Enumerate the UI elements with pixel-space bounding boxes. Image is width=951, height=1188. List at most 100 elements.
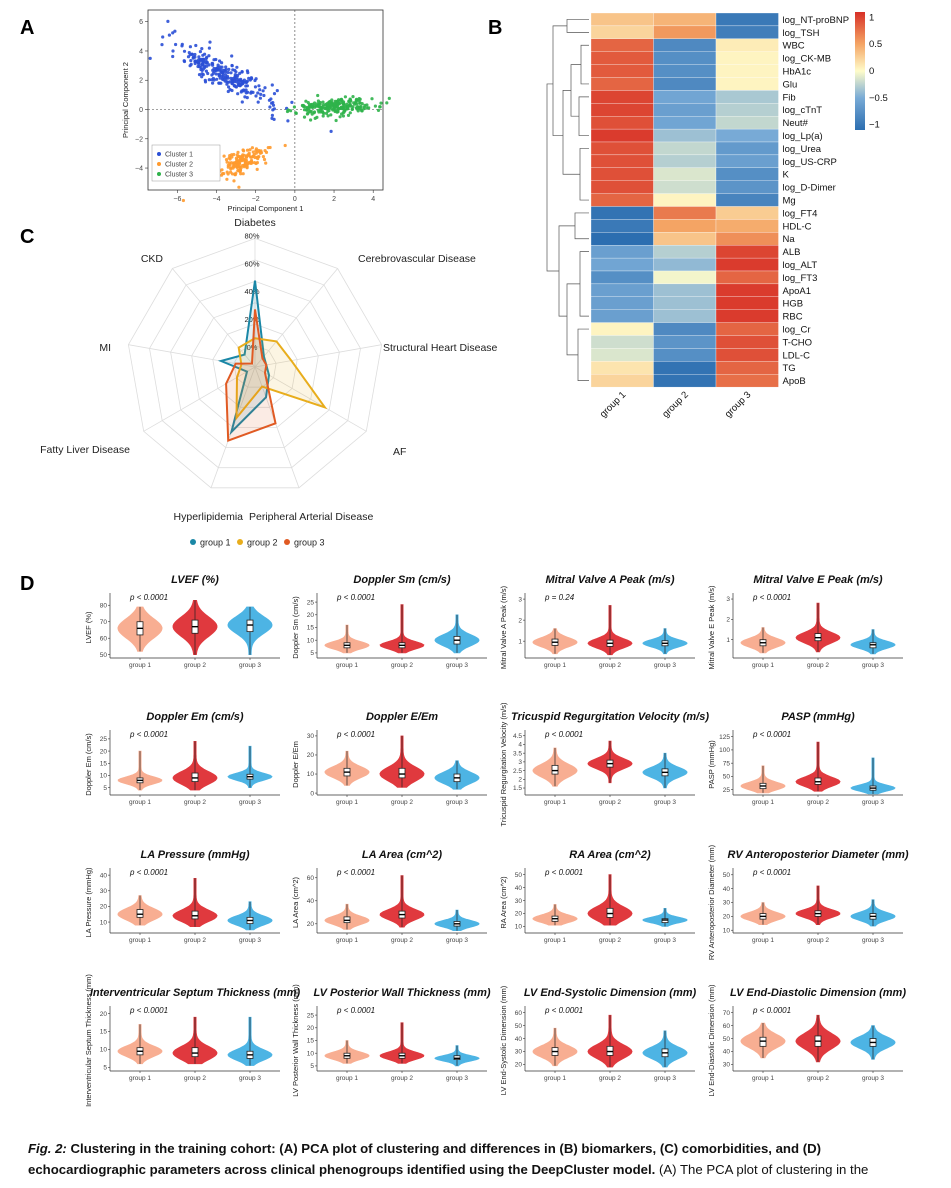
pca-point bbox=[246, 90, 250, 94]
heatmap-row-label: ApoB bbox=[783, 376, 806, 387]
pca-legend-swatch bbox=[157, 162, 161, 166]
radar-series-2 bbox=[235, 337, 328, 421]
violin-pvalue: p < 0.0001 bbox=[544, 868, 583, 877]
violin-ytick-label: 40 bbox=[515, 1036, 523, 1043]
violin-xtick-label: group 3 bbox=[862, 799, 884, 806]
pca-point bbox=[247, 76, 251, 80]
heatmap-cell bbox=[590, 103, 654, 117]
pca-point bbox=[316, 104, 320, 108]
violin-ytick-label: 100 bbox=[719, 747, 730, 754]
pca-point bbox=[313, 101, 317, 105]
violin-title: Doppler Sm (cm/s) bbox=[353, 574, 451, 586]
violin-ytick-label: 10 bbox=[100, 1047, 108, 1054]
pca-ytick-label: −2 bbox=[135, 136, 143, 143]
pca-point bbox=[160, 43, 164, 47]
radar-ring-label: 20% bbox=[244, 315, 259, 324]
heatmap-cell bbox=[590, 257, 654, 272]
pca-point bbox=[197, 55, 201, 59]
pca-point bbox=[234, 171, 238, 175]
violin-ytick-label: 3 bbox=[518, 759, 522, 766]
pca-point bbox=[249, 155, 253, 159]
heatmap-cell bbox=[653, 374, 717, 388]
heatmap-row-label: log_Urea bbox=[783, 144, 822, 155]
pca-point bbox=[211, 81, 215, 85]
heatmap-cell bbox=[653, 116, 717, 130]
colorbar-tick-label: 0.5 bbox=[869, 39, 882, 50]
heatmap-cell bbox=[715, 167, 779, 181]
violin-ytick-label: 10 bbox=[307, 771, 315, 778]
heatmap-cell bbox=[653, 309, 717, 323]
violin-ytick-label: 75 bbox=[723, 760, 731, 767]
pca-point bbox=[236, 92, 240, 96]
pca-point bbox=[312, 110, 317, 114]
violin-xtick-label: group 1 bbox=[129, 799, 151, 806]
pca-point bbox=[343, 95, 347, 99]
heatmap-row-label: LDL-C bbox=[783, 350, 811, 361]
radar-legend-label: group 2 bbox=[247, 538, 278, 548]
colorbar bbox=[855, 12, 865, 130]
pca-point bbox=[256, 91, 260, 95]
violin-ytick-label: 20 bbox=[100, 904, 108, 911]
heatmap-row-label: log_US-CRP bbox=[783, 157, 837, 168]
heatmap-cell bbox=[653, 154, 717, 168]
heatmap-cell bbox=[590, 77, 654, 91]
heatmap-row-label: HDL-C bbox=[783, 221, 812, 232]
violin-panel: RV Anteroposterior Diameter (mm) p < 0.00… bbox=[707, 844, 909, 960]
heatmap-cell bbox=[653, 128, 717, 143]
pca-point bbox=[350, 107, 354, 111]
violin-ytick-label: 50 bbox=[723, 774, 731, 781]
pca-point bbox=[212, 66, 216, 71]
heatmap-cell bbox=[653, 193, 717, 207]
violin-ytick-label: 20 bbox=[723, 914, 731, 921]
violin-ytick-label: 125 bbox=[719, 734, 730, 741]
pca-point bbox=[240, 100, 244, 104]
violin-ytick-label: 15 bbox=[307, 1038, 315, 1045]
colorbar-tick-label: −0.5 bbox=[869, 93, 888, 104]
violin-panel: Tricuspid Regurgitation Velocity (m/s) p … bbox=[499, 702, 709, 826]
violin-pvalue: p < 0.0001 bbox=[129, 730, 168, 739]
violin-title: LVEF (%) bbox=[171, 574, 219, 586]
pca-point bbox=[328, 102, 333, 106]
heatmap-col-label: group 2 bbox=[660, 389, 691, 420]
violin-ylabel: LV End-Systolic Dimension (mm) bbox=[499, 985, 508, 1095]
pca-point bbox=[244, 158, 249, 163]
pca-point bbox=[171, 49, 175, 53]
pca-point bbox=[250, 161, 254, 165]
pca-point bbox=[227, 85, 231, 89]
violin-title: Interventricular Septum Thickness (mm) bbox=[90, 987, 301, 999]
pca-point bbox=[226, 70, 230, 75]
pca-point bbox=[252, 161, 257, 165]
pca-point bbox=[360, 109, 364, 113]
pca-point bbox=[224, 158, 229, 162]
pca-point bbox=[238, 71, 242, 75]
heatmap-cell bbox=[715, 335, 779, 349]
heatmap-cell bbox=[590, 245, 654, 259]
heatmap-row-label: log_TSH bbox=[783, 28, 820, 39]
pca-point bbox=[218, 59, 222, 63]
pca-point bbox=[302, 108, 307, 112]
heatmap-cell bbox=[715, 64, 779, 78]
violin-ytick-label: 20 bbox=[515, 911, 523, 918]
pca-point bbox=[232, 179, 236, 183]
violin-title: LA Pressure (mmHg) bbox=[140, 849, 249, 861]
pca-point bbox=[249, 90, 253, 94]
heatmap-row-label: log_cTnT bbox=[783, 105, 823, 116]
violin-ylabel: RV Anteroposterior Diameter (mm) bbox=[707, 844, 716, 960]
pca-point bbox=[338, 115, 342, 119]
pca-point bbox=[318, 102, 322, 106]
violin-panel: LV Posterior Wall Thickness (mm) p < 0.00… bbox=[291, 984, 491, 1097]
pca-point bbox=[188, 45, 192, 49]
violin-ytick-label: 10 bbox=[307, 1050, 315, 1057]
violin-ytick-label: 60 bbox=[515, 1010, 523, 1017]
heatmap-cell bbox=[590, 180, 654, 194]
figure-caption: Fig. 2: Clustering in the training cohor… bbox=[28, 1138, 928, 1180]
violin-xtick-label: group 1 bbox=[336, 937, 358, 944]
pca-point bbox=[253, 78, 257, 83]
pca-point bbox=[329, 113, 333, 117]
heatmap-row-label: Glu bbox=[783, 79, 798, 90]
violin-ytick-label: 20 bbox=[100, 748, 108, 755]
violin-xtick-label: group 3 bbox=[654, 799, 676, 806]
violin-title: Tricuspid Regurgitation Velocity (m/s) bbox=[511, 711, 709, 723]
heatmap-cell bbox=[590, 12, 654, 27]
